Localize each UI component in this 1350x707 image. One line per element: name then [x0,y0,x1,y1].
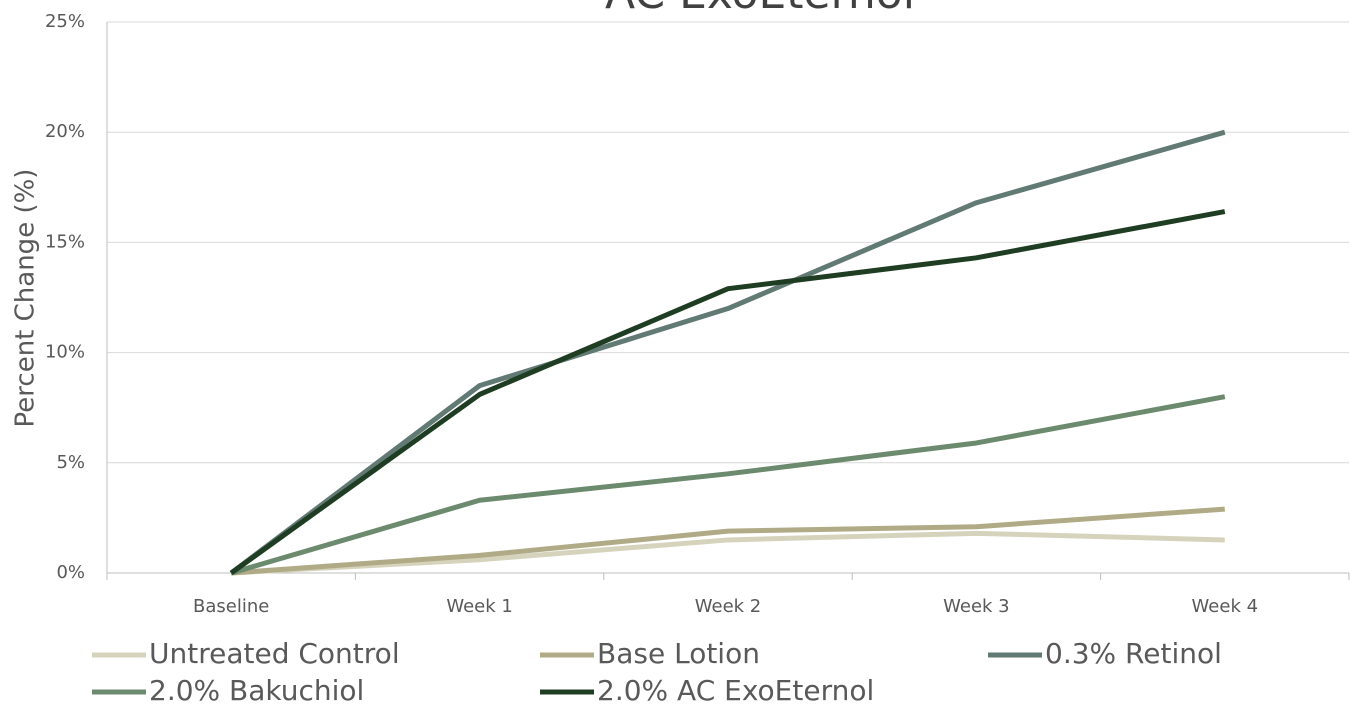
series-line [229,129,1226,575]
y-tick-label: 5% [56,452,85,473]
series-line [231,506,1225,576]
legend-label: 0.3% Retinol [1045,637,1222,670]
x-tick-label: Baseline [193,596,269,617]
y-tick-label: 10% [45,342,85,363]
legend-label: Untreated Control [149,637,400,670]
y-tick-label: 0% [56,562,85,583]
series-line [230,394,1226,576]
x-tick-label: Week 2 [695,596,762,617]
series-line [231,530,1225,576]
y-tick-label: 25% [45,11,85,32]
x-tick-label: Week 1 [446,596,513,617]
y-tick-label: 15% [45,231,85,252]
legend-label: 2.0% Bakuchiol [149,674,364,707]
x-tick-label: Week 3 [943,596,1010,617]
x-tick-label: Week 4 [1192,596,1259,617]
y-axis-label: Percent Change (%) [11,169,41,428]
legend-label: Base Lotion [597,637,760,670]
series-line [229,209,1226,576]
chart-title: AC ExoEternol [605,0,915,19]
legend-label: 2.0% AC ExoEternol [597,674,874,707]
y-tick-label: 20% [45,121,85,142]
